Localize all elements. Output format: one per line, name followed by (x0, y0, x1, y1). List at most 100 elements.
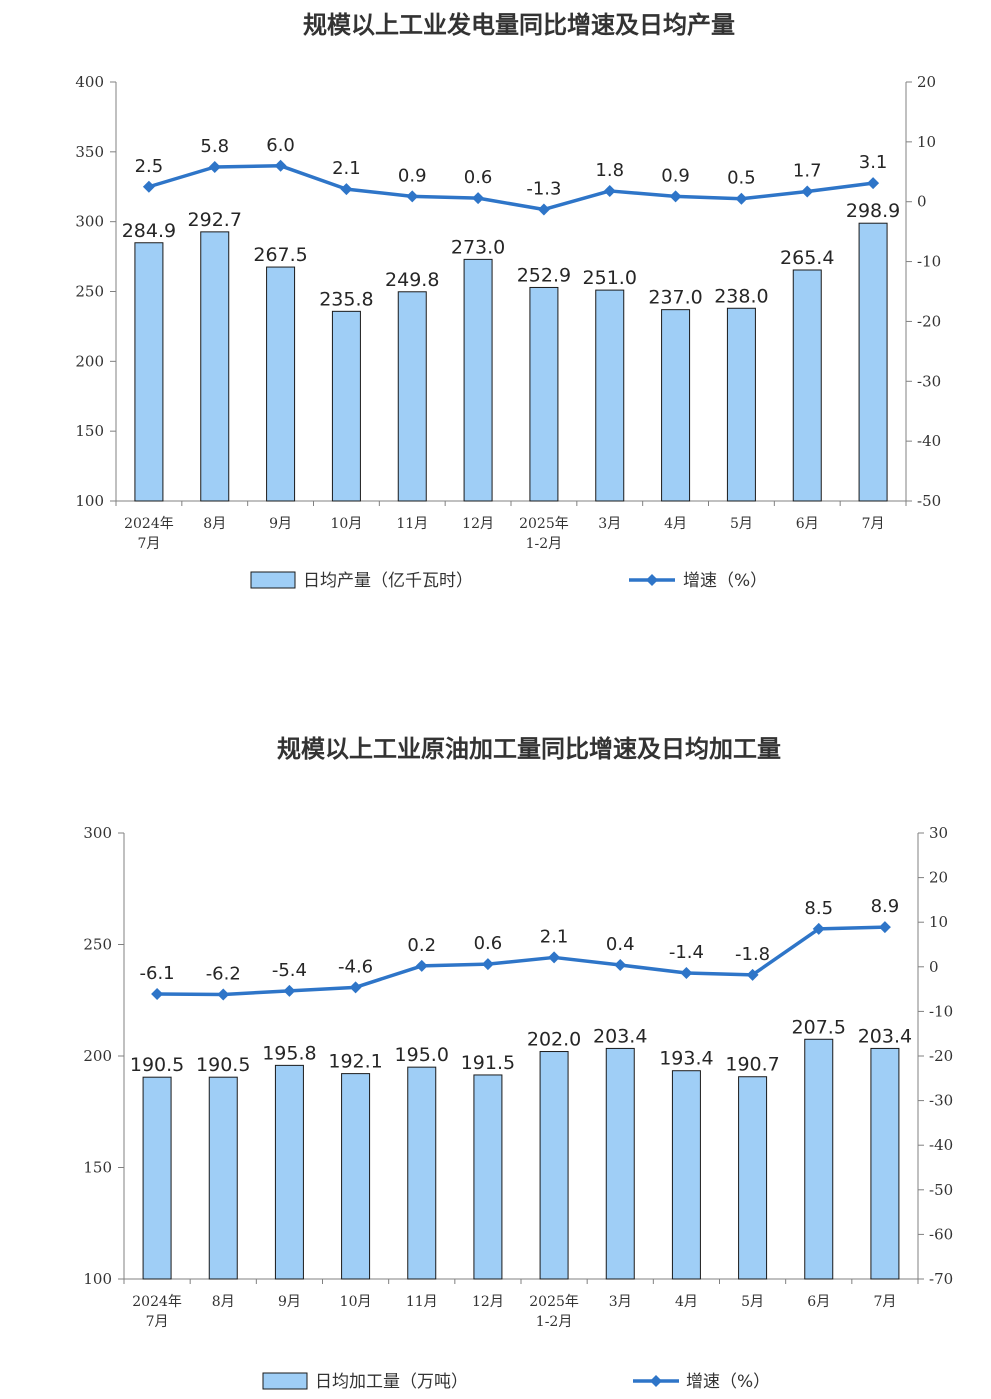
bar-value-label: 195.8 (262, 1042, 316, 1064)
line-value-label: 0.6 (464, 167, 493, 188)
x-tick-label-line: 2025年 (519, 516, 569, 532)
line-point (669, 190, 682, 203)
x-tick-label-line: 12月 (472, 1294, 504, 1310)
line-point (537, 203, 550, 216)
line-value-label: 5.8 (200, 136, 229, 157)
line-value-label: 0.9 (398, 165, 427, 186)
legend-bar-swatch (250, 571, 296, 589)
bar-value-label: 195.0 (395, 1044, 449, 1066)
x-tick-label-line: 9月 (269, 516, 292, 532)
x-tick-label: 5月 (741, 1294, 764, 1310)
x-tick-label-line: 7月 (862, 516, 885, 532)
right-tick-label: 10 (917, 133, 936, 151)
x-tick-label: 6月 (807, 1294, 830, 1310)
left-tick-label: 100 (75, 492, 104, 510)
right-tick-label: -30 (917, 372, 941, 390)
x-tick-label-line: 5月 (741, 1294, 764, 1310)
x-tick-label-line: 1-2月 (536, 1314, 573, 1330)
legend-bar-swatch (262, 1372, 308, 1390)
bar-value-label: 252.9 (517, 264, 571, 286)
left-tick-label: 300 (75, 213, 104, 231)
x-tick-label: 8月 (212, 1294, 235, 1310)
x-tick-label-line: 12月 (462, 516, 494, 532)
x-tick-label: 7月 (862, 516, 885, 532)
line-value-label: 6.0 (266, 135, 295, 156)
bar (858, 222, 888, 502)
bar (804, 1038, 834, 1280)
bar-value-label: 203.4 (593, 1025, 647, 1047)
bar-value-label: 249.8 (385, 269, 439, 291)
bar-value-label: 202.0 (527, 1029, 581, 1051)
x-tick-label-line: 10月 (331, 516, 363, 532)
line-value-label: 0.6 (474, 933, 503, 954)
bar-value-label: 284.9 (122, 220, 176, 242)
line-point (142, 180, 155, 193)
bar (463, 258, 493, 502)
left-tick-label: 250 (75, 283, 104, 301)
right-tick-label: -70 (929, 1270, 953, 1288)
x-tick-label: 9月 (278, 1294, 301, 1310)
left-tick-label: 100 (83, 1270, 112, 1288)
left-tick-label: 200 (75, 352, 104, 370)
line-point (151, 988, 164, 1001)
x-tick-label: 10月 (331, 516, 363, 532)
right-tick-label: 10 (929, 913, 948, 931)
bar (529, 286, 559, 502)
bar-value-label: 190.7 (725, 1054, 779, 1076)
line-point (349, 981, 362, 994)
bar (407, 1066, 437, 1280)
line-value-label: -4.6 (338, 956, 373, 977)
x-tick-label-line: 11月 (396, 516, 428, 532)
right-tick-label: -10 (917, 253, 941, 271)
bar (605, 1047, 635, 1280)
left-tick-label: 150 (75, 422, 104, 440)
line-value-label: -1.8 (735, 944, 770, 965)
x-tick-label: 2025年 1-2月 (529, 1294, 579, 1330)
chart-title: 规模以上工业发电量同比增速及日均产量 (303, 11, 735, 39)
bar (726, 307, 756, 502)
left-tick-label: 400 (75, 73, 104, 91)
legend-line-marker (646, 574, 658, 586)
line-point (283, 984, 296, 997)
chart-crude-processing: 规模以上工业原油加工量同比增速及日均加工量100150200250300-70-… (83, 735, 953, 1392)
bar (738, 1076, 768, 1280)
x-tick-label-line: 7月 (873, 1294, 896, 1310)
bar-value-label: 237.0 (648, 287, 702, 309)
right-tick-label: -50 (917, 492, 941, 510)
x-tick-label: 10月 (340, 1294, 372, 1310)
bar-value-label: 193.4 (659, 1048, 713, 1070)
bar (200, 231, 230, 502)
line-point (801, 185, 814, 198)
line-value-label: 0.5 (727, 168, 756, 189)
line-point (735, 192, 748, 205)
line-value-label: 2.5 (135, 156, 164, 177)
chart-power-generation: 规模以上工业发电量同比增速及日均产量100150200250300350400-… (75, 11, 941, 591)
bar-value-label: 265.4 (780, 247, 834, 269)
line-value-label: 0.2 (407, 935, 436, 956)
bar-value-label: 273.0 (451, 236, 505, 258)
x-tick-label: 2025年 1-2月 (519, 516, 569, 552)
right-tick-label: 20 (917, 73, 936, 91)
line-value-label: 2.1 (540, 926, 569, 947)
line-point (208, 160, 221, 173)
bar (274, 1064, 304, 1280)
x-tick-label: 3月 (609, 1294, 632, 1310)
line-value-label: 0.9 (661, 165, 690, 186)
line-value-label: -1.4 (669, 942, 704, 963)
x-tick-label: 11月 (396, 516, 428, 532)
x-tick-label-line: 3月 (598, 516, 621, 532)
x-tick-label-line: 8月 (212, 1294, 235, 1310)
x-tick-label: 2024年 7月 (124, 516, 174, 552)
line-point (340, 183, 353, 196)
bar (208, 1076, 238, 1280)
x-tick-label-line: 8月 (203, 516, 226, 532)
x-tick-label-line: 6月 (807, 1294, 830, 1310)
bar-value-label: 191.5 (461, 1052, 515, 1074)
bar-value-label: 298.9 (846, 200, 900, 222)
bar (870, 1047, 900, 1280)
x-tick-label-line: 2025年 (529, 1294, 579, 1310)
left-tick-label: 300 (83, 824, 112, 842)
bar-value-label: 251.0 (583, 267, 637, 289)
bar (792, 269, 822, 502)
